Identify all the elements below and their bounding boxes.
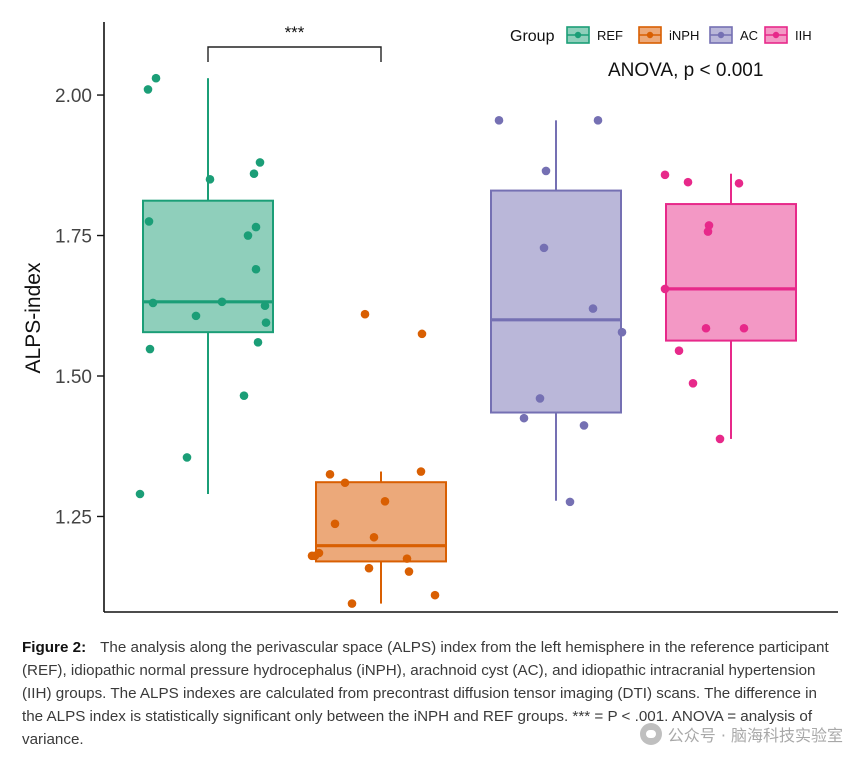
y-tick-label: 1.50 [55,367,92,388]
data-point-ref [251,222,261,232]
data-point-ref [143,85,153,94]
data-point-ref [182,453,192,462]
data-point-ref [217,297,227,307]
data-point-iih [701,323,711,333]
data-point-iih [674,346,684,356]
axes: ALPS-index 1.25 1.50 1.75 2.00 [22,22,838,613]
significance-label: *** [285,23,305,42]
data-point-iih [660,284,670,294]
data-point-ref [243,231,253,240]
data-point-inph [402,554,412,563]
data-point-ref [151,73,161,83]
box-iih [665,203,797,342]
data-point-ac [494,116,504,125]
data-point-inph [364,563,374,573]
data-point-inph [430,590,440,600]
figure-caption: Figure 2: The analysis along the perivasc… [22,636,842,751]
data-point-ac [588,304,598,313]
anova-annotation: ANOVA, p < 0.001 [608,60,763,81]
box-ref [142,199,274,334]
data-point-ref [239,391,249,400]
plot-area: *** [135,23,797,608]
data-point-ref [253,337,263,347]
data-point-ref [260,301,270,311]
alps-boxplot-chart: *** ALPS-index 1.25 1.50 1.75 2.00 Group REF… [22,22,838,613]
data-point-iih [683,177,693,187]
y-tick-label: 1.25 [55,507,92,528]
data-point-ref [249,169,259,179]
data-point-ref [144,217,154,226]
data-point-ref [148,298,158,308]
data-point-inph [360,309,370,319]
data-point-inph [307,551,317,561]
legend-label-iih: IIH [795,28,812,43]
y-tick-label: 1.75 [55,227,92,248]
legend-label-inph: iNPH [669,28,699,43]
legend-label-ref: REF [597,28,623,43]
significance-bracket [207,46,382,62]
data-point-inph [417,329,427,339]
data-point-ac [579,421,589,430]
legend-key-point-inph [646,31,654,39]
watermark-text: 公众号 · 脑海科技实验室 [667,726,843,745]
data-point-ac [535,394,545,403]
legend-key-point-ac [717,31,725,39]
data-point-ref [205,175,215,184]
data-point-iih [703,227,713,236]
box-ac [490,189,622,414]
data-point-inph [404,567,414,576]
data-point-ref [261,318,271,327]
data-point-ref [135,489,145,499]
data-point-inph [325,470,335,479]
data-point-inph [340,478,350,488]
data-point-ref [191,311,201,321]
data-point-iih [739,323,749,333]
data-point-inph [330,519,340,529]
data-point-iih [660,170,670,180]
data-point-iih [688,379,698,388]
data-point-inph [380,497,390,506]
data-point-ref [145,344,155,354]
caption-label: Figure 2: [22,639,87,656]
data-point-ac [519,413,529,423]
watermark: 公众号 · 脑海科技实验室 [639,722,843,746]
data-point-ref [255,158,265,167]
data-point-inph [347,599,357,608]
data-point-iih [715,434,725,444]
wechat-icon [639,723,662,745]
data-point-ac [565,497,575,507]
data-point-inph [369,532,379,542]
data-point-inph [416,467,426,476]
legend-key-point-iih [772,31,780,39]
legend-title: Group [510,28,555,45]
data-point-ac [541,166,551,176]
y-axis-label: ALPS-index [22,262,45,373]
legend: Group REF iNPH AC IIH [510,26,812,45]
data-point-ac [593,116,603,125]
data-point-ac [617,327,627,337]
data-point-ref [251,264,261,274]
data-point-iih [734,178,744,188]
legend-key-point-ref [574,31,582,39]
y-tick-label: 2.00 [55,86,92,107]
data-point-ac [539,243,549,253]
caption-text: The analysis along the perivascular spac… [22,639,829,748]
legend-label-ac: AC [740,28,758,43]
